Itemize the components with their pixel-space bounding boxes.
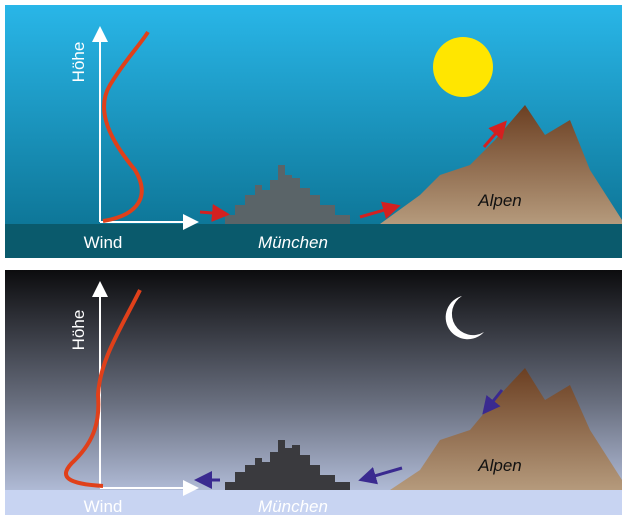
city-label: München (258, 497, 328, 516)
wind-arrow (200, 212, 224, 214)
mountain-label: Alpen (477, 191, 521, 210)
city-label: München (258, 233, 328, 252)
axis-label: Wind (84, 497, 123, 516)
day-panel: Höhe Wind München Alpen (5, 5, 622, 258)
axis-label: Höhe (69, 310, 88, 351)
diagram: Höhe Wind München Alpen Höhe Wind Münche… (0, 0, 627, 520)
axis-label: Höhe (69, 42, 88, 83)
mountain-label: Alpen (477, 456, 521, 475)
axis-label: Wind (84, 233, 123, 252)
sun (433, 37, 493, 97)
night-panel: Höhe Wind München Alpen (5, 270, 622, 516)
